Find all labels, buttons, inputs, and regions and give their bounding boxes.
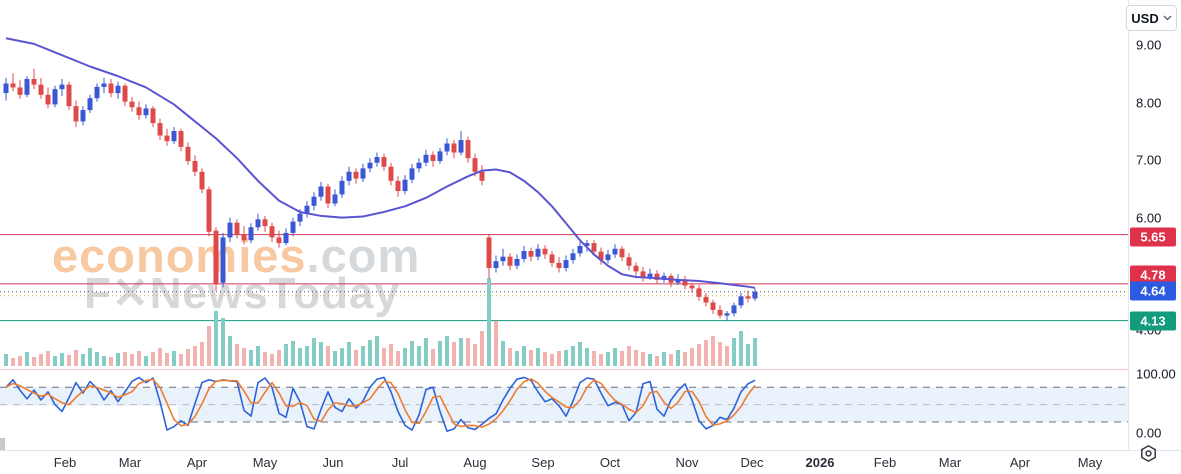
time-tick-label: Feb xyxy=(53,455,77,470)
price-lines xyxy=(0,234,1128,322)
price-label-badge: 5.65 xyxy=(1130,227,1176,247)
price-label-badge: 4.78 xyxy=(1130,265,1176,285)
oscillator-tick-label: 0.00 xyxy=(1136,425,1162,441)
price-axis[interactable]: 9.008.007.006.004.00100.000.005.654.784.… xyxy=(1129,0,1181,450)
axis-separator xyxy=(1128,0,1129,450)
time-tick-label: Apr xyxy=(1009,455,1031,470)
price-tick-label: 9.00 xyxy=(1136,37,1162,53)
time-tick-label: Dec xyxy=(740,455,764,470)
price-tick-label: 8.00 xyxy=(1136,95,1162,111)
volume-series xyxy=(4,278,757,366)
time-tick-label: Oct xyxy=(599,455,621,470)
time-tick-label: Aug xyxy=(463,455,487,470)
time-tick-label: 2026 xyxy=(805,455,835,470)
price-label-badge: 4.64 xyxy=(1130,281,1176,301)
time-tick-label: Apr xyxy=(186,455,208,470)
moving-average-line xyxy=(5,37,756,289)
time-tick-label: Feb xyxy=(873,455,897,470)
currency-select-value: USD xyxy=(1131,10,1159,26)
time-tick-label: May xyxy=(1077,455,1103,470)
currency-select[interactable]: USD xyxy=(1126,5,1177,31)
time-tick-label: Sep xyxy=(531,455,555,470)
stochastic-k-line xyxy=(5,376,756,432)
price-label-badge: 4.13 xyxy=(1130,311,1176,331)
candlestick-series xyxy=(3,68,758,321)
time-tick-label: Mar xyxy=(938,455,962,470)
time-axis[interactable]: Feb Mar Apr May Jun Jul Aug Sep Oct Nov Dec 2026 Feb… xyxy=(0,450,1181,474)
stochastic-d-line xyxy=(5,378,756,428)
chevron-down-icon xyxy=(1163,15,1172,21)
price-tick-label: 7.00 xyxy=(1136,152,1162,168)
stochastic-pane xyxy=(0,386,1128,425)
time-tick-label: Jun xyxy=(322,455,344,470)
time-tick-label: May xyxy=(252,455,278,470)
oscillator-tick-label: 100.00 xyxy=(1136,366,1176,382)
scrollbar-artifact xyxy=(0,438,5,450)
time-tick-label: Nov xyxy=(675,455,699,470)
time-tick-label: Mar xyxy=(118,455,142,470)
time-tick-label: Jul xyxy=(391,455,409,470)
settings-icon[interactable] xyxy=(1139,444,1158,463)
price-tick-label: 6.00 xyxy=(1136,210,1162,226)
